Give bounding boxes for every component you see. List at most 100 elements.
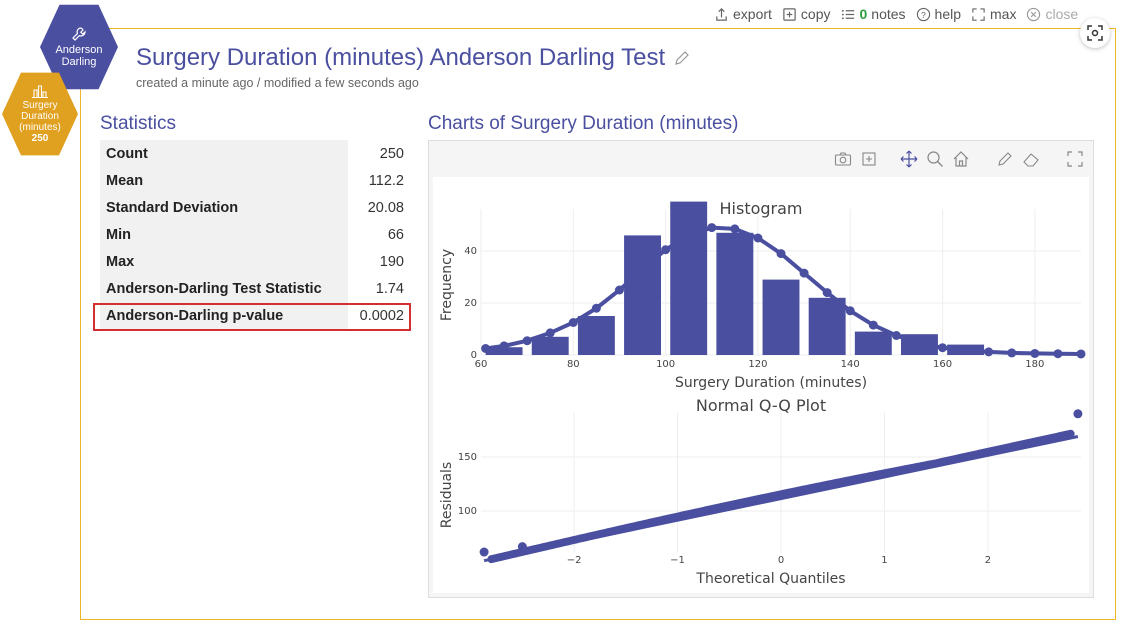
stat-row: Max 190 — [100, 248, 410, 275]
histogram-density-point — [1007, 348, 1017, 358]
stat-label: Count — [100, 140, 348, 167]
charts-svg: 60 80 100 120 140 160 18002040HistogramSurgery… — [439, 199, 1086, 587]
export-icon — [716, 7, 727, 21]
histogram-density-point — [499, 341, 509, 351]
home-icon[interactable] — [951, 149, 971, 169]
help-button[interactable]: ? help — [916, 6, 961, 22]
histogram-density-point — [868, 320, 878, 330]
statistics-table: Count 250 Mean 112.2 Standard Deviation 20.08… — [100, 140, 410, 329]
max-button[interactable]: max — [971, 6, 1016, 22]
stat-row: Anderson-Darling Test Statistic 1.74 — [100, 275, 410, 302]
close-label: close — [1045, 6, 1079, 22]
histogram-density-point — [1076, 349, 1086, 359]
copy-label: copy — [800, 6, 831, 22]
stat-row: Anderson-Darling p-value 0.0002 — [100, 302, 410, 329]
stat-value: 1.74 — [348, 275, 410, 302]
histogram-density-point — [845, 306, 855, 316]
histogram-density-point — [1053, 349, 1063, 359]
charts-title: Charts of Surgery Duration (minutes) — [428, 113, 739, 134]
list-icon — [841, 9, 854, 19]
qq-x-tick: 1 — [881, 555, 887, 566]
stat-label: Mean — [100, 167, 348, 194]
histogram-density-point — [730, 224, 740, 234]
histogram-bar — [762, 279, 800, 355]
stat-row: Count 250 — [100, 140, 410, 167]
scan-icon — [1087, 25, 1103, 41]
bar-chart-icon — [32, 85, 48, 98]
help-label: help — [934, 6, 962, 22]
histogram-density-point — [776, 249, 786, 259]
var-hex-line3: (minutes) — [19, 122, 61, 133]
histogram-bar — [531, 336, 569, 355]
qq-x-tick: 0 — [778, 555, 784, 566]
histogram-density-point — [707, 223, 717, 233]
histogram-bar — [670, 201, 708, 355]
eraser-icon[interactable] — [1021, 149, 1041, 169]
stat-row: Standard Deviation 20.08 — [100, 194, 410, 221]
p-value-highlight — [93, 303, 411, 331]
stat-row: Mean 112.2 — [100, 167, 410, 194]
qq-y-tick: 100 — [458, 506, 477, 517]
qq-y-tick: 150 — [458, 452, 477, 463]
histogram-density-point — [822, 288, 832, 298]
histogram-x-tick: 60 — [475, 359, 488, 370]
copy-chart-icon[interactable] — [859, 149, 879, 169]
screenshot-tool-button[interactable] — [1080, 18, 1110, 48]
var-hex-line1: Surgery — [22, 100, 58, 111]
histogram-y-tick: 40 — [464, 246, 477, 257]
histogram-density-point — [481, 344, 491, 353]
pan-icon[interactable] — [899, 149, 919, 169]
histogram-density-point — [938, 343, 948, 353]
histogram-bar — [808, 297, 846, 355]
stat-label: Min — [100, 221, 348, 248]
histogram-density-point — [684, 230, 694, 240]
histogram-x-tick: 140 — [841, 359, 860, 370]
stat-value: 190 — [348, 248, 410, 275]
histogram-y-label: Frequency — [439, 249, 455, 321]
draw-icon[interactable] — [995, 149, 1015, 169]
var-hex-line2: Duration — [21, 111, 59, 122]
export-button[interactable]: export — [714, 6, 772, 22]
camera-icon[interactable] — [833, 149, 853, 169]
top-toolbar: export copy 0 notes ? help max close — [714, 6, 1078, 22]
notes-count: 0 — [859, 6, 868, 22]
histogram-y-tick: 20 — [464, 298, 477, 309]
histogram-density-point — [984, 347, 994, 357]
qq-title: Normal Q-Q Plot — [696, 396, 826, 415]
fullscreen-icon[interactable] — [1065, 149, 1085, 169]
histogram-density-point — [522, 336, 532, 346]
stat-row: Min 66 — [100, 221, 410, 248]
qq-point — [479, 547, 489, 557]
copy-button[interactable]: copy — [782, 6, 831, 22]
maximize-icon — [972, 7, 985, 21]
export-label: export — [733, 6, 772, 22]
stat-value: 112.2 — [348, 167, 410, 194]
histogram-density-point — [591, 303, 601, 313]
pencil-icon[interactable] — [673, 49, 691, 67]
qq-point — [1066, 429, 1075, 438]
notes-button[interactable]: 0 notes — [841, 6, 906, 22]
stat-label: Anderson-Darling p-value — [100, 302, 348, 329]
histogram-x-tick: 100 — [656, 359, 675, 370]
histogram-x-tick: 80 — [567, 359, 580, 370]
test-hex-line2: Darling — [61, 56, 97, 68]
page-subtitle: created a minute ago / modified a few se… — [136, 76, 419, 90]
statistics-title: Statistics — [100, 113, 177, 134]
chart-modebar — [833, 149, 1085, 169]
stat-label: Standard Deviation — [100, 194, 348, 221]
qq-x-tick: 2 — [985, 555, 991, 566]
stat-value: 0.0002 — [348, 302, 410, 329]
max-label: max — [990, 6, 1017, 22]
help-icon: ? — [916, 7, 930, 21]
qq-y-label: Residuals — [439, 462, 455, 528]
page-title: Surgery Duration (minutes) Anderson Darl… — [136, 44, 666, 71]
histogram-density-point — [661, 245, 671, 255]
histogram-bar — [624, 235, 661, 355]
stat-value: 20.08 — [348, 194, 410, 221]
zoom-icon[interactable] — [925, 149, 945, 169]
close-button[interactable]: close — [1026, 6, 1078, 22]
histogram-density-point — [614, 285, 624, 295]
plot-area: 60 80 100 120 140 160 180 0 20 40 Histogram Surgery… — [433, 177, 1089, 593]
notes-label: notes — [871, 6, 906, 22]
histogram-density-point — [545, 328, 555, 338]
